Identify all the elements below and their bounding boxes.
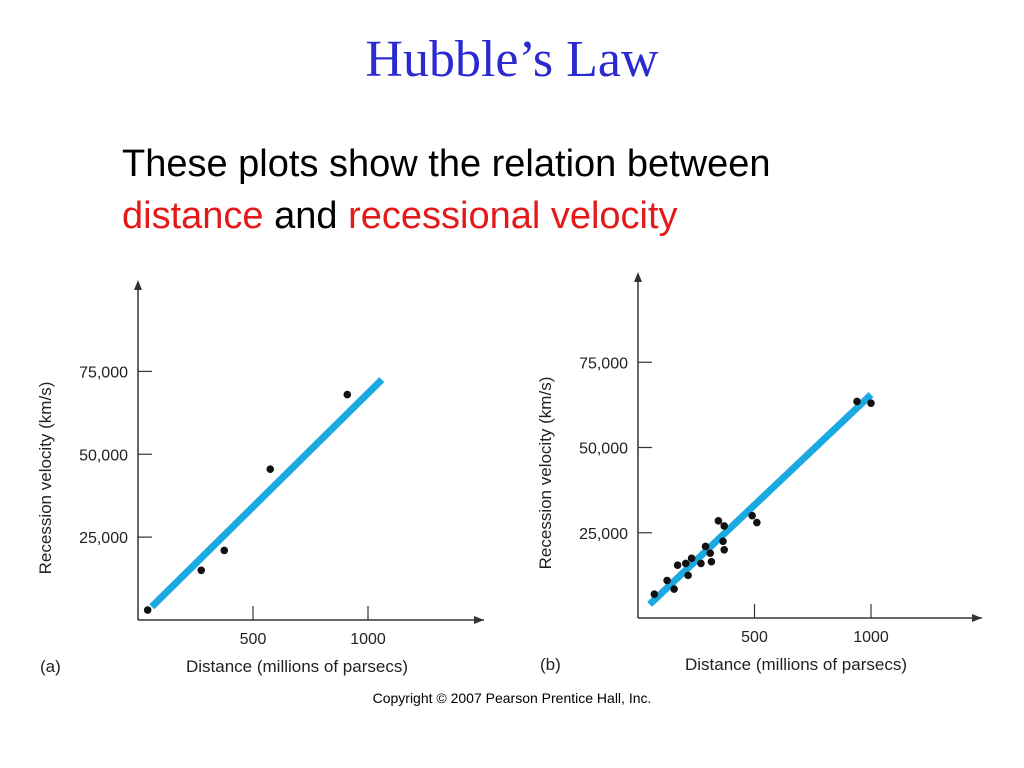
y-tick-label: 25,000 <box>579 526 628 543</box>
x-tick-label: 1000 <box>350 631 386 648</box>
x-tick-label: 500 <box>741 629 768 646</box>
data-point <box>670 585 678 593</box>
data-point <box>853 397 861 406</box>
subtitle-line1: These plots show the relation between <box>122 143 771 185</box>
data-point <box>701 542 710 551</box>
data-point <box>663 576 671 585</box>
x-tick-label: 500 <box>240 631 267 648</box>
y-tick-label: 25,000 <box>79 530 128 547</box>
panel-label: (b) <box>540 655 561 674</box>
x-tick-label: 1000 <box>853 629 889 646</box>
x-axis-label: Distance (millions of parsecs) <box>685 655 907 674</box>
data-point <box>343 390 352 399</box>
subtitle-highlight-velocity: recessional velocity <box>348 195 678 237</box>
y-tick-label: 75,000 <box>79 364 128 381</box>
data-point <box>720 546 729 554</box>
data-point <box>266 465 275 473</box>
data-point <box>197 566 206 575</box>
data-point <box>720 522 729 530</box>
subtitle: These plots show the relation between di… <box>122 138 922 242</box>
copyright-notice: Copyright © 2007 Pearson Prentice Hall, … <box>372 690 652 706</box>
y-tick-label: 50,000 <box>579 441 628 458</box>
x-axis-arrow-icon <box>474 616 484 624</box>
subtitle-highlight-distance: distance <box>122 195 264 237</box>
subtitle-and: and <box>263 195 349 237</box>
y-axis-arrow-icon <box>134 280 142 290</box>
data-point <box>707 557 716 566</box>
data-point <box>697 559 705 568</box>
data-point <box>753 518 761 527</box>
data-point <box>220 546 229 555</box>
data-point <box>143 606 152 614</box>
y-axis-label: Recession velocity (km/s) <box>36 382 55 575</box>
data-point <box>687 554 696 563</box>
y-axis-arrow-icon <box>634 272 642 282</box>
data-point <box>681 559 690 568</box>
y-axis-label: Recession velocity (km/s) <box>536 377 555 570</box>
fit-line <box>647 392 874 607</box>
data-point <box>684 571 692 580</box>
data-point <box>650 590 659 598</box>
data-point <box>748 511 756 520</box>
x-axis-label: Distance (millions of parsecs) <box>186 657 408 676</box>
data-point <box>673 561 682 569</box>
data-point <box>706 549 715 558</box>
x-axis-arrow-icon <box>972 614 982 622</box>
y-tick-label: 50,000 <box>79 447 128 464</box>
slide-title: Hubble’s Law <box>365 31 659 88</box>
fit-line <box>149 377 385 610</box>
panel-label: (a) <box>40 657 61 676</box>
data-point <box>867 399 875 407</box>
data-point <box>714 517 723 525</box>
data-point <box>719 537 727 546</box>
subtitle-line2: distance and recessional velocity <box>122 190 922 242</box>
y-tick-label: 75,000 <box>579 355 628 372</box>
